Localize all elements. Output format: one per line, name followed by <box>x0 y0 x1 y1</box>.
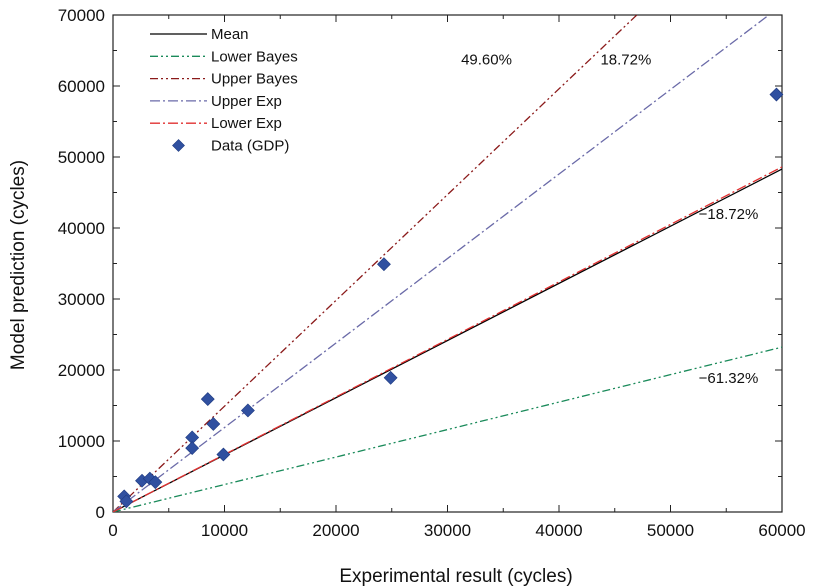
line-upper-exp <box>113 15 770 512</box>
data-point <box>206 417 221 431</box>
y-tick-label: 0 <box>96 503 105 522</box>
legend-label: Mean <box>211 26 249 43</box>
percent-annotation: 18.72% <box>600 52 651 69</box>
plot-frame <box>112 14 783 513</box>
y-tick-label: 40000 <box>58 219 105 238</box>
data-point <box>119 494 134 509</box>
legend-label: Lower Bayes <box>211 48 298 65</box>
data-point <box>200 392 215 407</box>
legend-label: Lower Exp <box>211 115 282 132</box>
legend-swatch <box>172 139 185 152</box>
data-point <box>377 257 391 272</box>
data-points <box>117 87 784 509</box>
x-tick-label: 20000 <box>312 521 359 540</box>
percent-annotation: 49.60% <box>461 52 512 69</box>
x-tick-label: 30000 <box>424 521 471 540</box>
x-tick-label: 60000 <box>758 521 805 540</box>
y-tick-label: 60000 <box>58 77 105 96</box>
x-axis-label: Experimental result (cycles) <box>339 566 572 587</box>
line-lower-exp <box>113 166 782 512</box>
y-tick-label: 70000 <box>58 6 105 25</box>
data-point <box>240 403 255 418</box>
line-upper-bayes <box>113 15 638 512</box>
axes: 0 10000 20000 30000 40000 50000 60000 0 10000 200… <box>58 6 806 540</box>
y-tick-label: 10000 <box>58 432 105 451</box>
data-point <box>216 447 231 462</box>
x-tick-label: 0 <box>108 521 117 540</box>
y-tick-label: 50000 <box>58 148 105 167</box>
line-lower-bayes <box>113 346 782 512</box>
percent-annotation: −61.32% <box>699 370 759 387</box>
y-tick-label: 20000 <box>58 361 105 380</box>
y-tick-label: 30000 <box>58 290 105 309</box>
annotations: 49.60% 18.72% −18.72% −61.32% <box>461 52 758 387</box>
legend-label: Upper Bayes <box>211 71 298 88</box>
legend-label: Data (GDP) <box>211 138 289 155</box>
data-point <box>383 370 398 385</box>
legend-label: Upper Exp <box>211 93 282 110</box>
legend: Mean Lower Bayes Upper Bayes Upper Exp Lower… <box>150 26 298 155</box>
data-point <box>148 475 163 490</box>
x-tick-label: 50000 <box>647 521 694 540</box>
data-point <box>185 441 200 456</box>
y-axis-label: Model prediction (cycles) <box>8 160 29 370</box>
data-point <box>769 87 784 102</box>
fit-lines <box>113 15 782 512</box>
x-tick-label: 10000 <box>201 521 248 540</box>
x-tick-label: 40000 <box>535 521 582 540</box>
percent-annotation: −18.72% <box>699 206 759 223</box>
